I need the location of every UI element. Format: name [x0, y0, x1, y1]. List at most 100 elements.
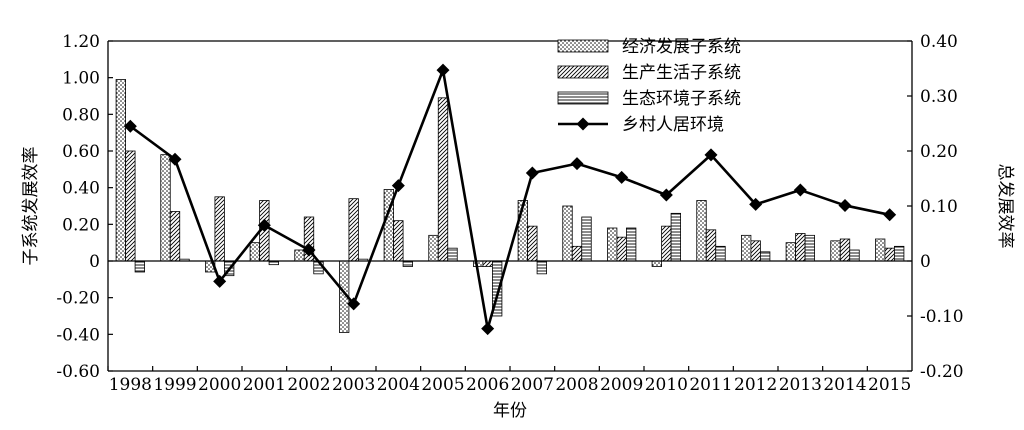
bar-3-2005	[447, 247, 458, 262]
y2-tick-label: 0.20	[920, 142, 958, 162]
legend-swatch-1	[557, 39, 609, 53]
bar-3-2012	[760, 251, 771, 262]
y2-tick-label: 0.40	[920, 32, 958, 52]
line-point-2001	[257, 218, 271, 232]
x-tick-label: 2007	[511, 375, 554, 395]
bar-2-1998	[125, 150, 136, 262]
bar-1-2015	[875, 238, 886, 262]
y2-axis-title: 总发展效率	[995, 164, 1015, 249]
y-tick-label: 0.80	[62, 105, 100, 125]
series-line-1	[129, 68, 890, 330]
x-tick-label: 2006	[466, 375, 509, 395]
x-tick-label: 2014	[823, 375, 866, 395]
line-point-2005	[436, 63, 450, 77]
line-point-2011	[704, 148, 718, 162]
line-point-2002	[302, 243, 316, 257]
bar-2-2000	[214, 196, 225, 262]
legend-label-1: 经济发展子系统	[622, 37, 741, 57]
bar-2-2009	[616, 236, 627, 262]
line-point-2008	[570, 157, 584, 171]
bar-3-2007	[536, 260, 547, 275]
bar-3-2011	[715, 245, 726, 262]
legend-swatch-2	[557, 65, 609, 79]
x-tick-label: 2011	[689, 375, 732, 395]
x-ticks: 1998 1999 2000 2001 2002 2003 2004 2005 2006 2007…	[107, 366, 911, 395]
x-tick-label: 2013	[779, 375, 822, 395]
y-tick-label: 0.60	[62, 142, 100, 162]
bar-1-2013	[785, 242, 796, 262]
left-y-ticks: -0.60 -0.40 -0.20 0 0.20 0.40 0.60 0.80 1.00 1.20	[56, 32, 113, 382]
bar-2-2006	[482, 260, 493, 267]
x-axis-title: 年份	[493, 401, 527, 421]
y2-tick-label: 0.30	[920, 87, 958, 107]
bar-1-2001	[249, 242, 260, 262]
y-tick-label: 1.00	[62, 69, 100, 89]
bar-3-2015	[894, 245, 905, 262]
bar-2-1999	[169, 211, 181, 262]
x-tick-label: 2001	[243, 375, 286, 395]
bar-3-2013	[804, 234, 815, 262]
bars-layer	[115, 79, 905, 333]
legend-label-3: 生态环境子系统	[622, 89, 741, 109]
bar-1-2002	[294, 249, 305, 262]
line-point-2014	[838, 198, 852, 212]
y2-tick-label: 0.10	[920, 197, 958, 217]
bar-1-2009	[607, 227, 618, 262]
y-axis-title: 子系统发展效率	[21, 147, 41, 266]
y-tick-label: 0.40	[62, 179, 100, 199]
y2-tick-label: -0.20	[920, 362, 964, 382]
bar-2-2005	[437, 97, 449, 262]
line-point-2004	[391, 179, 405, 193]
bar-1-2008	[562, 205, 573, 262]
x-tick-label: 2002	[287, 375, 330, 395]
bar-2-2011	[705, 229, 717, 262]
line-point-2009	[615, 170, 629, 184]
bar-2-2003	[348, 198, 359, 262]
bar-3-2009	[626, 227, 637, 262]
bar-2-2004	[393, 220, 404, 262]
bar-1-2012	[741, 234, 752, 262]
bar-2-2014	[839, 238, 851, 262]
bar-2-2013	[795, 233, 806, 262]
y-tick-label: 1.20	[62, 32, 100, 52]
bar-2-2007	[527, 225, 538, 262]
x-tick-label: 2003	[332, 375, 375, 395]
bar-1-2011	[696, 200, 707, 262]
bar-2-2015	[884, 247, 895, 262]
legend-label-2: 生产生活子系统	[622, 63, 741, 83]
line-point-2003	[347, 297, 361, 311]
y-tick-label: -0.60	[56, 362, 100, 382]
x-tick-label: 2005	[421, 375, 464, 395]
y2-tick-label: -0.10	[920, 307, 964, 327]
bar-2-2010	[661, 225, 672, 262]
x-tick-label: 2004	[377, 375, 420, 395]
bar-1-2005	[428, 234, 439, 262]
right-y-ticks: -0.20 -0.10 0 0.10 0.20 0.30 0.40	[907, 32, 964, 382]
y-tick-label: 0	[89, 252, 100, 272]
x-tick-label: 1999	[153, 375, 196, 395]
x-tick-label: 2008	[555, 375, 598, 395]
line-point-2007	[525, 166, 539, 180]
bar-1-1998	[115, 79, 126, 262]
line-point-2015	[883, 208, 897, 222]
bar-3-2014	[849, 249, 860, 262]
line-point-1998	[123, 119, 137, 133]
bar-1-2010	[651, 260, 662, 267]
y-tick-label: -0.20	[56, 289, 100, 309]
bar-3-2008	[581, 216, 592, 262]
line-layer	[123, 63, 897, 336]
line-point-2006	[481, 322, 495, 336]
y-tick-label: -0.40	[56, 325, 100, 345]
x-tick-label: 2010	[645, 375, 688, 395]
line-point-1999	[168, 152, 182, 166]
y2-tick-label: 0	[920, 252, 931, 272]
line-point-2013	[793, 183, 807, 197]
x-tick-label: 1998	[109, 375, 152, 395]
legend-marker	[576, 117, 590, 131]
line-point-2000	[213, 274, 227, 288]
bar-1-1999	[160, 154, 171, 262]
x-tick-label: 2000	[198, 375, 241, 395]
x-tick-label: 2012	[734, 375, 777, 395]
